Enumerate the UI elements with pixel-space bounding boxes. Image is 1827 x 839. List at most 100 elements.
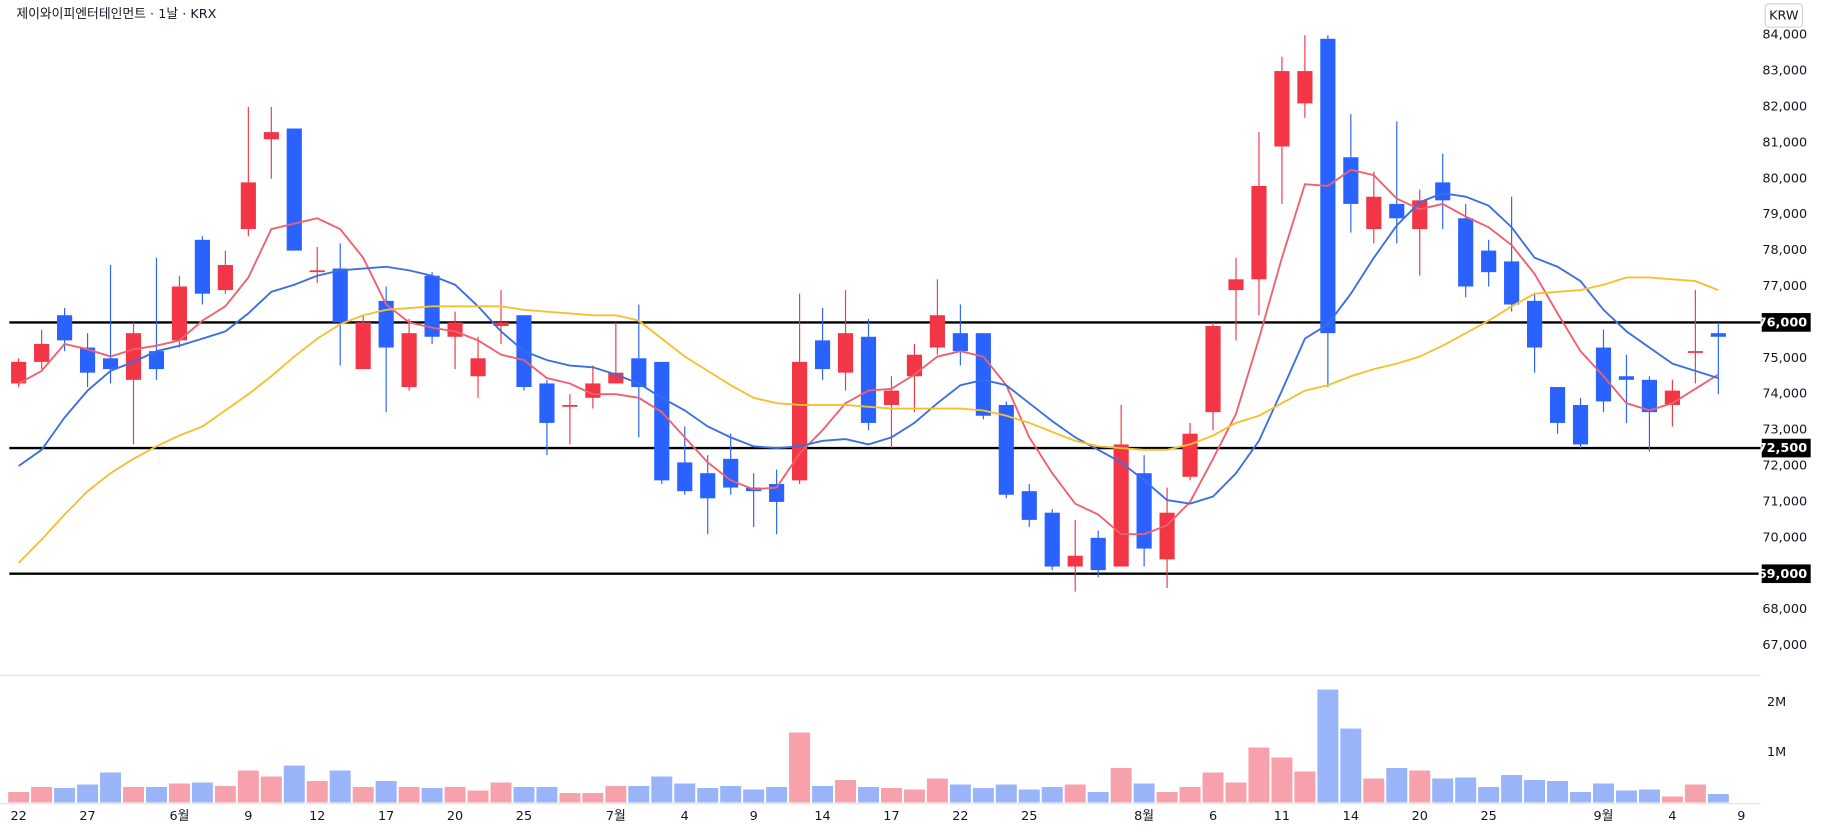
volume-bar — [1638, 789, 1660, 803]
x-tick-label: 20 — [1412, 809, 1428, 824]
volume-bar — [1133, 783, 1155, 803]
candle-body — [1159, 512, 1175, 560]
volume-bar — [835, 780, 857, 803]
volume-bar — [145, 787, 167, 803]
volume-bar — [1501, 775, 1523, 803]
volume-bar — [1570, 792, 1592, 803]
candle-body — [286, 128, 302, 251]
volume-bar — [972, 788, 994, 803]
candle-body — [1251, 185, 1267, 280]
volume-bar — [467, 790, 489, 803]
candle-body — [1136, 473, 1152, 549]
candle-body — [1228, 279, 1244, 291]
volume-bar — [1524, 780, 1546, 803]
candle-body — [355, 322, 371, 370]
candle-body — [148, 351, 165, 370]
candle-body — [102, 358, 119, 370]
candle-body — [562, 404, 578, 407]
volume-bar — [903, 789, 925, 803]
candle-body — [309, 270, 325, 273]
volume-bar — [375, 781, 397, 803]
chart-title: 제이와이피엔터테인먼트 · 1날 · KRX — [16, 7, 216, 22]
x-tick-label: 12 — [309, 809, 325, 824]
volume-bar — [536, 787, 558, 803]
volume-bar — [513, 787, 535, 803]
candle-body — [929, 315, 945, 348]
volume-bar — [628, 786, 650, 803]
x-tick-label: 22 — [952, 809, 968, 824]
candle-body — [1067, 555, 1083, 567]
candle-body — [1710, 333, 1726, 337]
price-line-label: 76,000 — [1758, 315, 1808, 330]
price-line-tag — [1761, 438, 1811, 458]
x-tick-label: 22 — [10, 809, 26, 824]
x-tick-label: 6월 — [169, 809, 189, 824]
volume-bar — [1317, 689, 1339, 803]
currency-label[interactable]: KRW — [1769, 9, 1799, 24]
y-tick-label: 67,000 — [1762, 638, 1807, 653]
volume-bar — [237, 770, 259, 803]
volume-tick-label: 1M — [1767, 745, 1786, 760]
volume-bar — [1432, 778, 1454, 803]
candle-body — [240, 182, 256, 230]
candle-body — [263, 132, 279, 140]
volume-bar — [559, 793, 581, 803]
x-tick-label: 4 — [681, 809, 689, 824]
candle-body — [1182, 433, 1198, 477]
candle-body — [975, 333, 991, 416]
y-tick-label: 73,000 — [1762, 423, 1807, 438]
volume-bar — [697, 788, 719, 803]
volume-bar — [1179, 787, 1201, 803]
volume-bar — [995, 784, 1017, 803]
candle-body — [1572, 404, 1589, 445]
volume-bar — [1707, 794, 1729, 803]
volume-bar — [31, 787, 53, 803]
candle-body — [1435, 182, 1451, 201]
volume-bar — [605, 786, 627, 803]
candle-body — [1044, 512, 1060, 567]
volume-bar — [1110, 768, 1132, 803]
volume-bar — [1294, 771, 1316, 803]
candle-body — [1021, 491, 1037, 520]
price-line-tag — [1761, 564, 1811, 584]
volume-bar — [582, 793, 604, 803]
candle-body — [608, 372, 624, 384]
candle-body — [700, 473, 716, 499]
volume-bar — [100, 772, 122, 803]
volume-bar — [651, 776, 673, 803]
y-tick-label: 77,000 — [1762, 279, 1807, 294]
volume-bar — [766, 787, 788, 803]
candle-body — [883, 390, 900, 405]
candle-body — [1458, 218, 1474, 287]
currency-box[interactable] — [1764, 3, 1804, 28]
x-tick-label: 7월 — [606, 809, 626, 824]
y-tick-label: 78,000 — [1762, 243, 1807, 258]
y-tick-label: 79,000 — [1762, 207, 1807, 222]
y-tick-label: 82,000 — [1762, 99, 1807, 114]
candle-body — [57, 315, 73, 341]
y-tick-label: 71,000 — [1762, 494, 1807, 509]
volume-tick-label: 2M — [1767, 695, 1786, 710]
candle-body — [1549, 387, 1566, 423]
candle-body — [654, 361, 670, 481]
candle-body — [34, 343, 50, 362]
volume-bar — [283, 765, 305, 803]
y-tick-label: 83,000 — [1762, 64, 1807, 79]
volume-bar — [54, 788, 76, 803]
price-line-label: 69,000 — [1758, 567, 1808, 582]
moving-average-line — [17, 276, 1719, 564]
volume-bar — [1156, 792, 1178, 803]
x-tick-label: 17 — [883, 809, 899, 824]
x-tick-label: 4 — [1668, 809, 1676, 824]
candle-body — [378, 300, 394, 348]
candle-body — [1687, 351, 1703, 353]
candle-body — [723, 458, 739, 488]
y-tick-label: 68,000 — [1762, 602, 1807, 617]
volume-bar — [1248, 747, 1270, 803]
moving-average-line — [18, 192, 1719, 505]
candle-body — [1343, 157, 1359, 204]
volume-bar — [1547, 781, 1569, 803]
volume-bar — [1064, 784, 1086, 803]
candle-body — [1527, 300, 1543, 348]
